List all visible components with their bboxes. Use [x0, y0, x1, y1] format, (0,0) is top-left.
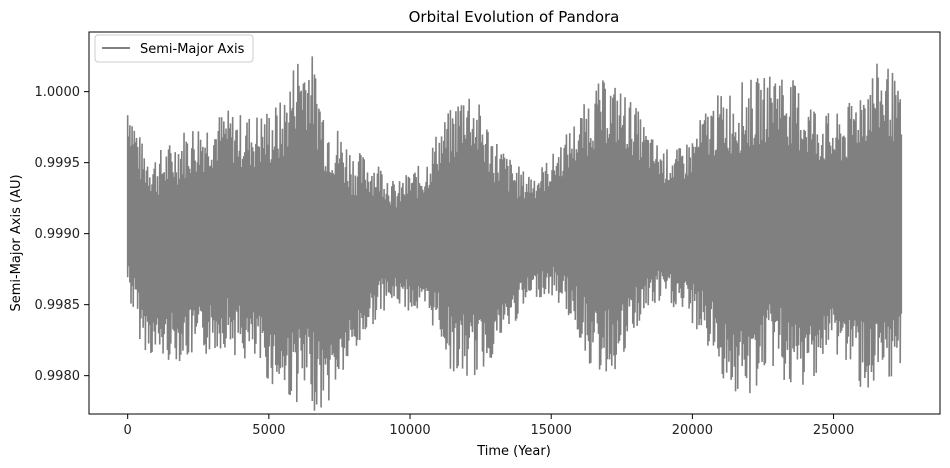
y-tick-label: 1.0000	[35, 85, 81, 100]
legend-label: Semi-Major Axis	[140, 42, 245, 57]
x-tick-label: 20000	[672, 423, 713, 438]
x-tick-label: 25000	[813, 423, 854, 438]
x-tick-label: 15000	[531, 423, 572, 438]
y-axis-label: Semi-Major Axis (AU)	[9, 174, 24, 311]
y-tick-label: 0.9980	[35, 369, 81, 384]
y-tick-label: 0.9990	[35, 227, 81, 242]
x-tick-label: 5000	[252, 423, 285, 438]
legend: Semi-Major Axis	[94, 34, 254, 63]
y-tick-label: 0.9995	[35, 156, 81, 171]
x-axis-label: Time (Year)	[476, 444, 551, 459]
y-tick-label: 0.9985	[35, 298, 81, 313]
x-tick-label: 0	[124, 423, 132, 438]
plot-frame	[88, 31, 941, 415]
chart-title: Orbital Evolution of Pandora	[409, 8, 620, 26]
x-tick-label: 10000	[389, 423, 430, 438]
series-line-semi-major-axis	[126, 56, 903, 411]
legend-frame	[94, 34, 254, 63]
